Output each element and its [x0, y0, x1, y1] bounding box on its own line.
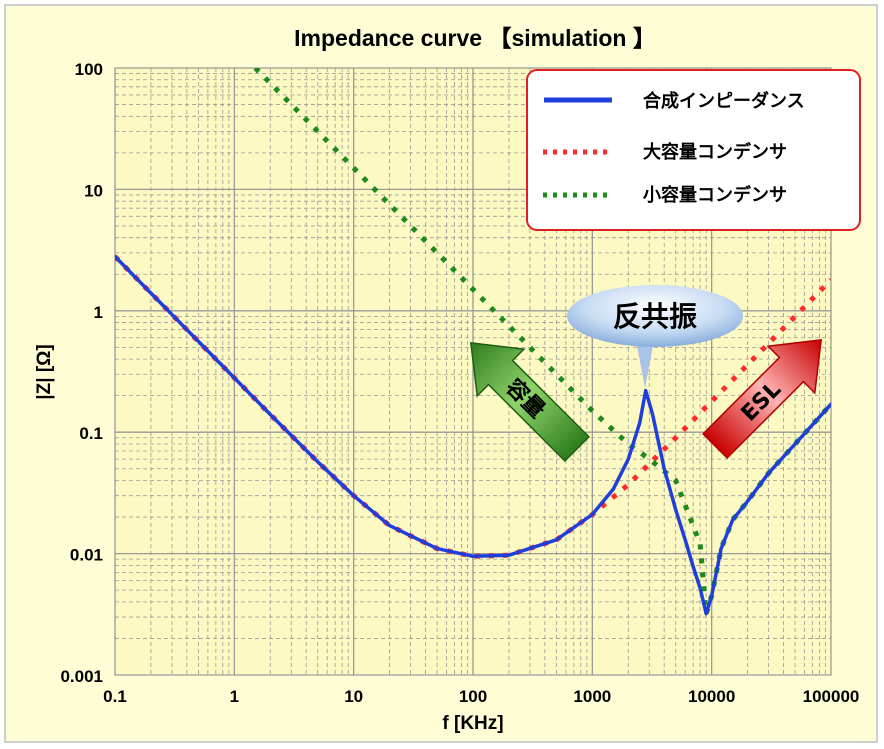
x-tick-label: 100	[459, 687, 487, 706]
y-tick-label: 100	[75, 60, 103, 79]
legend-label-composite: 合成インピーダンス	[643, 90, 805, 112]
x-tick-label: 1000	[573, 687, 611, 706]
legend-label-large-cap: 大容量コンデンサ	[643, 141, 787, 163]
legend-box	[526, 69, 861, 231]
y-tick-label: 0.1	[79, 424, 103, 443]
series-small-capacitor	[253, 68, 831, 617]
tick-labels: 0.1 1 10 100 1000 10000 100000 100 10 1 0.1 0.01 0.0…	[60, 60, 859, 706]
legend-label-small-cap: 小容量コンデンサ	[643, 184, 787, 206]
series-composite-impedance	[115, 254, 831, 616]
legend: 合成インピーダンス 大容量コンデンサ 小容量コンデンサ	[526, 69, 861, 231]
anti-resonance-callout: 反共振	[567, 285, 743, 388]
esl-arrow: ESL	[702, 338, 823, 459]
x-axis-label: f [KHz]	[442, 713, 503, 734]
chart-title: Impedance curve 【simulation 】	[294, 25, 656, 51]
callout-label: 反共振	[613, 300, 697, 333]
y-tick-label: 10	[84, 181, 103, 200]
y-tick-label: 1	[94, 303, 103, 322]
x-tick-label: 1	[230, 687, 239, 706]
y-tick-label: 0.01	[70, 546, 103, 565]
x-tick-label: 10000	[688, 687, 735, 706]
x-tick-label: 0.1	[103, 687, 127, 706]
y-tick-label: 0.001	[60, 667, 103, 686]
callout-bubble	[567, 285, 743, 347]
x-tick-label: 100000	[803, 687, 860, 706]
y-axis-label: |Z| [Ω]	[34, 344, 55, 399]
x-tick-label: 10	[344, 687, 363, 706]
series-layer	[115, 68, 831, 617]
